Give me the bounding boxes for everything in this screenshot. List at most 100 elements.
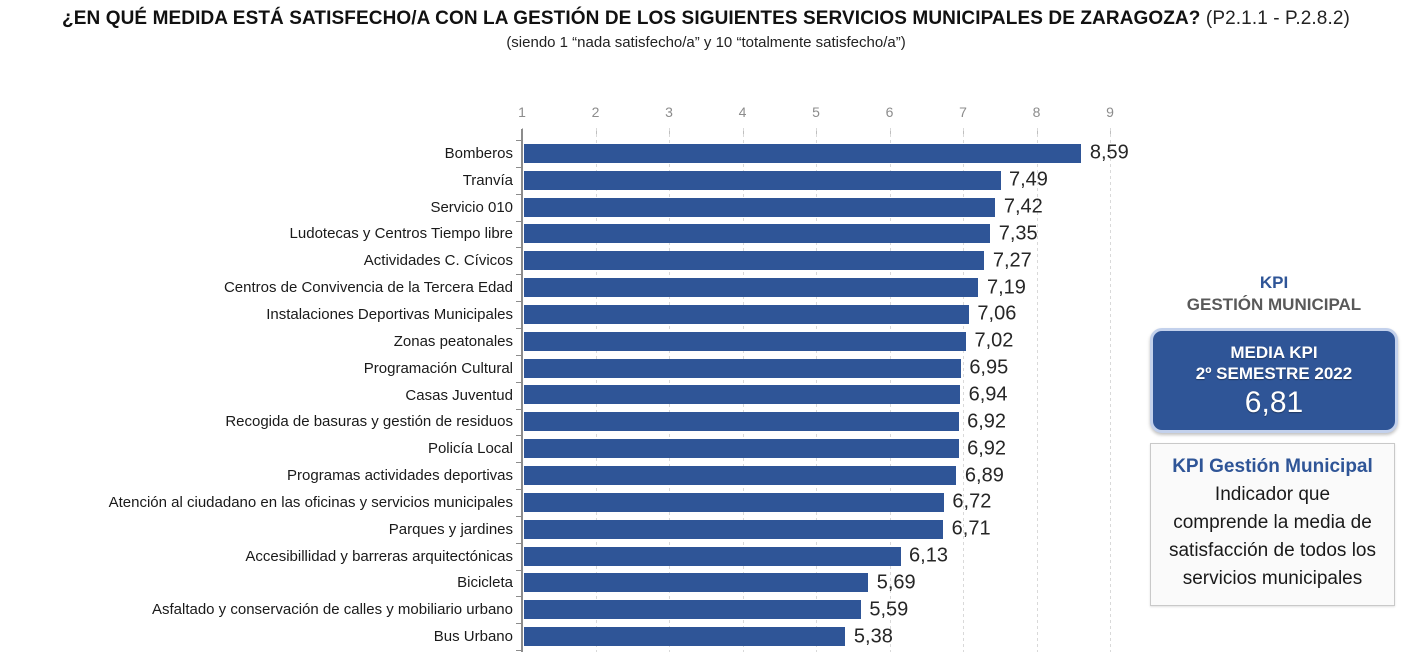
table-row: Casas Juventud 6,94 [0, 382, 1160, 409]
gridline [1110, 128, 1111, 652]
bar-value-label: 7,35 [998, 222, 1038, 245]
category-tick-mark [516, 220, 521, 222]
bar [523, 278, 979, 298]
kpi-info-line: comprende la media de [1173, 512, 1372, 533]
bar-category-label: Zonas peatonales [393, 332, 513, 350]
category-tick-mark [516, 435, 521, 437]
kpi-panel-header: KPI GESTIÓN MUNICIPAL [1150, 272, 1398, 316]
category-tick-mark [516, 193, 521, 195]
bar-value-label: 6,94 [968, 383, 1008, 406]
category-tick-mark [516, 247, 521, 249]
table-row: Servicio 010 7,42 [0, 194, 1160, 221]
category-axis-line [521, 129, 523, 652]
bar-area: 5,69 [522, 570, 1160, 597]
axis-tick-label: 3 [665, 104, 673, 120]
table-row: Programas actividades deportivas 6,89 [0, 462, 1160, 489]
bar-category-label: Servicio 010 [430, 198, 513, 216]
kpi-info-description: Indicador que comprende la media de satisf… [1155, 481, 1390, 593]
kpi-panel: KPI GESTIÓN MUNICIPAL MEDIA KPI 2º SEMES… [1150, 272, 1398, 606]
bar-rows: Bomberos 8,59 Tranvía 7,49 Servicio 010 7,42 L… [0, 140, 1160, 650]
bar-value-label: 6,92 [967, 410, 1007, 433]
category-tick-mark [516, 166, 521, 168]
category-tick-mark [516, 489, 521, 491]
table-row: Programación Cultural 6,95 [0, 355, 1160, 382]
bar [523, 600, 861, 620]
bar-value-label: 7,49 [1009, 168, 1048, 191]
bar [523, 519, 944, 539]
bar-category-label: Tranvía [462, 171, 513, 189]
bar-category-label: Bicicleta [457, 574, 513, 592]
axis-tick-label: 4 [738, 104, 747, 120]
category-tick-mark [516, 274, 521, 276]
bar-area: 6,71 [522, 516, 1160, 543]
category-tick-mark [516, 515, 521, 517]
table-row: Bus Urbano 5,38 [0, 623, 1160, 650]
bar-area: 6,95 [522, 355, 1160, 382]
bar-value-label: 6,72 [952, 490, 992, 513]
page-title: ¿EN QUÉ MEDIDA ESTÁ SATISFECHO/A CON LA … [0, 8, 1412, 30]
bar-area: 7,35 [522, 221, 1160, 248]
bar [523, 251, 985, 271]
bar-category-label: Bomberos [444, 144, 513, 162]
bar-category-label: Atención al ciudadano en las oficinas y … [108, 493, 513, 511]
table-row: Centros de Convivencia de la Tercera Eda… [0, 274, 1160, 301]
bar-category-label: Instalaciones Deportivas Municipales [266, 305, 513, 323]
category-tick-mark [516, 327, 521, 329]
category-tick-mark [516, 542, 521, 544]
bar-category-label: Programación Cultural [363, 359, 513, 377]
bar-area: 7,02 [522, 328, 1160, 355]
bar-category-label: Bus Urbano [433, 628, 513, 646]
bar-area: 6,94 [522, 382, 1160, 409]
bar [523, 439, 959, 459]
category-tick-mark [516, 354, 521, 356]
category-tick-mark [516, 381, 521, 383]
media-kpi-card: MEDIA KPI 2º SEMESTRE 2022 6,81 [1150, 328, 1398, 433]
table-row: Ludotecas y Centros Tiempo libre 7,35 [0, 221, 1160, 248]
value-axis-tick-labels: 1 2 3 4 5 6 7 8 9 [518, 104, 1162, 122]
bar-category-label: Asfaltado y conservación de calles y mob… [151, 601, 513, 619]
bar-category-label: Accesibillidad y barreras arquitectónica… [245, 547, 513, 565]
page-subtitle: (siendo 1 “nada satisfecho/a” y 10 “tota… [506, 34, 906, 51]
kpi-info-line: servicios municipales [1182, 568, 1363, 589]
table-row: Bicicleta 5,69 [0, 570, 1160, 597]
bar-category-label: Centros de Convivencia de la Tercera Eda… [223, 279, 513, 297]
category-axis-tick-marks [516, 140, 521, 652]
bar-area: 6,92 [522, 435, 1160, 462]
bar [523, 358, 961, 378]
table-row: Parques y jardines 6,71 [0, 516, 1160, 543]
gridline [963, 128, 964, 652]
kpi-info-line: Indicador que [1214, 484, 1331, 505]
bar [523, 627, 846, 647]
category-tick-mark [516, 623, 521, 625]
kpi-header-line1: KPI [1259, 273, 1289, 292]
table-row: Recogida de basuras y gestión de residuo… [0, 408, 1160, 435]
bar [523, 224, 991, 244]
table-row: Actividades C. Cívicos 7,27 [0, 247, 1160, 274]
bar-area: 7,19 [522, 274, 1160, 301]
bar [523, 170, 1001, 190]
table-row: Instalaciones Deportivas Municipales 7,06 [0, 301, 1160, 328]
category-tick-mark [516, 408, 521, 410]
bar-value-label: 6,92 [967, 437, 1007, 460]
page-header: ¿EN QUÉ MEDIDA ESTÁ SATISFECHO/A CON LA … [0, 8, 1412, 51]
gridline [1036, 128, 1038, 652]
table-row: Tranvía 7,49 [0, 167, 1160, 194]
page-title-code: (P2.1.1 - P.2.8.2) [1205, 8, 1350, 29]
bar-category-label: Recogida de basuras y gestión de residuo… [225, 413, 513, 431]
bar [523, 466, 957, 486]
bar [523, 385, 961, 405]
media-kpi-value: 6,81 [1244, 386, 1304, 419]
table-row: Zonas peatonales 7,02 [0, 328, 1160, 355]
bar-value-label: 5,69 [876, 571, 916, 594]
bar-category-label: Programas actividades deportivas [287, 467, 513, 485]
bar-category-label: Policía Local [427, 440, 513, 458]
bar-value-label: 5,38 [853, 625, 893, 648]
category-tick-mark [516, 140, 521, 141]
bar-area: 6,92 [522, 408, 1160, 435]
table-row: Asfaltado y conservación de calles y mob… [0, 596, 1160, 623]
kpi-info-line: satisfacción de todos los [1168, 540, 1376, 561]
bar-value-label: 6,13 [909, 544, 948, 567]
axis-tick-label: 8 [1032, 104, 1041, 120]
table-row: Accesibillidad y barreras arquitectónica… [0, 543, 1160, 570]
axis-tick-mark [522, 128, 523, 135]
